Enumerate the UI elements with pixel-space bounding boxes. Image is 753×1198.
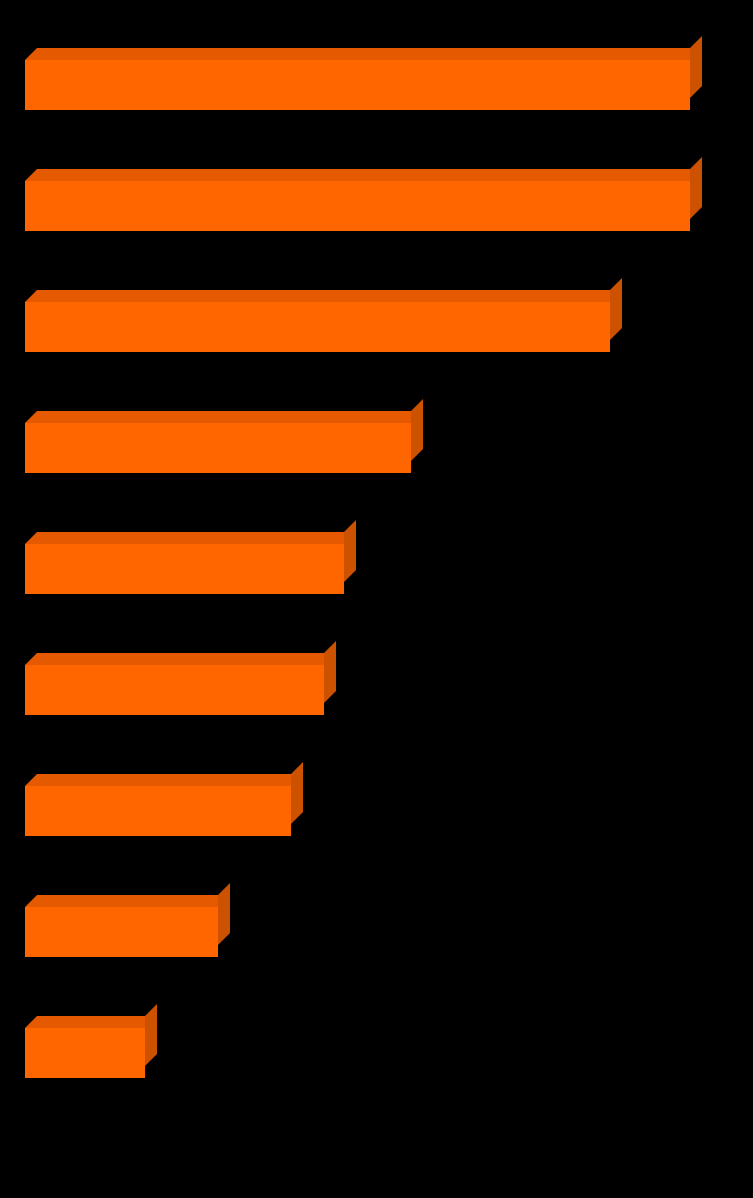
bar — [25, 302, 610, 352]
bar-front-face — [25, 544, 344, 594]
bar-side-face — [411, 399, 423, 461]
bar-top-face — [25, 169, 702, 181]
bar-side-face — [218, 883, 230, 945]
bar-chart-3d — [25, 60, 725, 1160]
bar-top-face — [25, 653, 336, 665]
bar-side-face — [690, 36, 702, 98]
bar-top-face — [25, 774, 303, 786]
bar-front-face — [25, 60, 690, 110]
bar — [25, 907, 218, 957]
bar — [25, 665, 324, 715]
bar — [25, 544, 344, 594]
bar-side-face — [324, 641, 336, 703]
bar-top-face — [25, 48, 702, 60]
bar-side-face — [690, 157, 702, 219]
bar-side-face — [610, 278, 622, 340]
bar-front-face — [25, 1028, 145, 1078]
bar-top-face — [25, 411, 423, 423]
bar — [25, 181, 690, 231]
bar-top-face — [25, 290, 622, 302]
bar-front-face — [25, 423, 411, 473]
bar — [25, 60, 690, 110]
bar — [25, 786, 291, 836]
bar-front-face — [25, 181, 690, 231]
bar-top-face — [25, 1016, 157, 1028]
bar-side-face — [344, 520, 356, 582]
bar-top-face — [25, 532, 356, 544]
bar — [25, 1028, 145, 1078]
bar-side-face — [291, 762, 303, 824]
bar-front-face — [25, 907, 218, 957]
bar-top-face — [25, 895, 230, 907]
bar-side-face — [145, 1004, 157, 1066]
bar — [25, 423, 411, 473]
bar-front-face — [25, 786, 291, 836]
bar-front-face — [25, 665, 324, 715]
bar-front-face — [25, 302, 610, 352]
